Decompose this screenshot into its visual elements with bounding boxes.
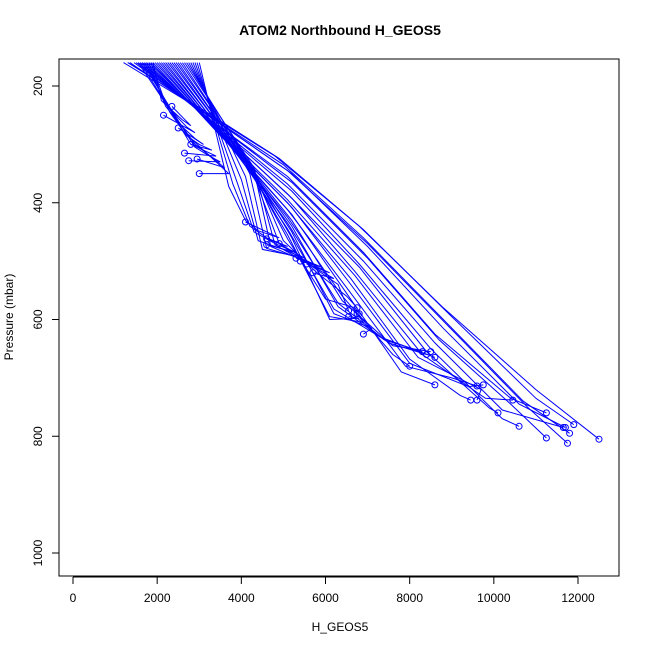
profile-line [190, 62, 314, 265]
profile-series-25 [177, 62, 363, 318]
profile-line [127, 62, 575, 426]
profile-series-18 [163, 62, 435, 356]
profile-series-43 [152, 62, 192, 127]
profile-series-2 [127, 62, 578, 429]
data-point [353, 304, 361, 312]
data-point [195, 170, 203, 178]
profile-line [186, 62, 330, 274]
data-point [595, 435, 603, 443]
plot-area-frame [58, 58, 620, 577]
x-tick-label: 0 [70, 591, 77, 605]
profile-series-34 [196, 62, 288, 247]
profile-line [184, 62, 335, 280]
profile-series-41 [148, 62, 204, 145]
y-tick-label: 800 [31, 426, 45, 446]
data-point [193, 155, 201, 163]
profile-line [161, 62, 410, 367]
data-point [160, 111, 167, 119]
profile-series-3 [129, 62, 574, 437]
profile-series-29 [186, 62, 330, 274]
profile-line [177, 62, 360, 314]
y-axis: 200 400 600 800 1000 [31, 76, 60, 566]
x-tick-label: 8000 [396, 591, 423, 605]
data-point [174, 124, 182, 132]
data-point [242, 218, 249, 226]
data-point [494, 409, 502, 417]
profile-line [146, 62, 499, 414]
profile-line [152, 62, 192, 127]
profile-series-5 [135, 62, 569, 431]
data-point [515, 422, 523, 430]
data-point [185, 157, 193, 165]
profile-line [129, 62, 570, 434]
data-point [292, 254, 300, 262]
data-point [566, 429, 574, 437]
data-point [355, 310, 363, 318]
profile-line [194, 62, 297, 253]
profile-series-35 [198, 62, 280, 239]
y-tick-label: 1000 [31, 539, 45, 566]
profile-line [198, 62, 280, 239]
y-tick-label: 400 [31, 192, 45, 212]
data-point [187, 140, 195, 148]
profile-series-4 [133, 62, 571, 447]
data-point [168, 102, 176, 110]
data-point [467, 396, 475, 404]
y-axis-label: Pressure (mbar) [2, 274, 16, 361]
profile-series-28 [184, 62, 335, 280]
data-point [559, 424, 567, 431]
data-point [309, 269, 317, 277]
x-tick-label: 4000 [228, 591, 255, 605]
data-point [570, 421, 578, 429]
data-point [431, 381, 439, 389]
x-axis-label: H_GEOS5 [312, 620, 369, 634]
y-tick-label: 200 [31, 76, 45, 96]
profile-line [133, 62, 568, 444]
profile-line [175, 62, 360, 321]
data-point [345, 307, 353, 315]
chart-title: ATOM2 Northbound H_GEOS5 [239, 22, 441, 38]
data-point [406, 362, 414, 370]
profile-line [181, 62, 350, 311]
data-point [431, 353, 439, 361]
series-layer [123, 62, 603, 447]
profile-line [135, 62, 566, 428]
data-point [473, 382, 481, 390]
profile-line [196, 62, 288, 247]
profile-series-31 [190, 62, 314, 265]
x-tick-label: 10000 [477, 591, 511, 605]
data-point [359, 330, 367, 338]
x-tick-label: 12000 [561, 591, 595, 605]
data-point [509, 396, 517, 404]
data-point [542, 409, 550, 417]
profile-series-10 [146, 62, 502, 417]
profile-series-42 [150, 62, 196, 134]
data-point [263, 235, 271, 243]
profile-line [137, 62, 547, 414]
profile-line [148, 62, 204, 145]
data-point [564, 439, 571, 447]
profile-series-6 [137, 62, 550, 417]
profile-line [173, 62, 365, 324]
profile-line [163, 62, 431, 353]
x-axis: 0 2000 4000 6000 8000 10000 12000 [70, 576, 595, 605]
data-point [181, 149, 188, 157]
profile-series-17 [161, 62, 414, 370]
y-tick-label: 600 [31, 309, 45, 329]
x-tick-label: 2000 [144, 591, 171, 605]
data-point [542, 434, 550, 442]
profile-line [192, 62, 305, 259]
profile-line [150, 62, 196, 134]
profile-series-23 [173, 62, 365, 324]
x-tick-label: 6000 [312, 591, 339, 605]
